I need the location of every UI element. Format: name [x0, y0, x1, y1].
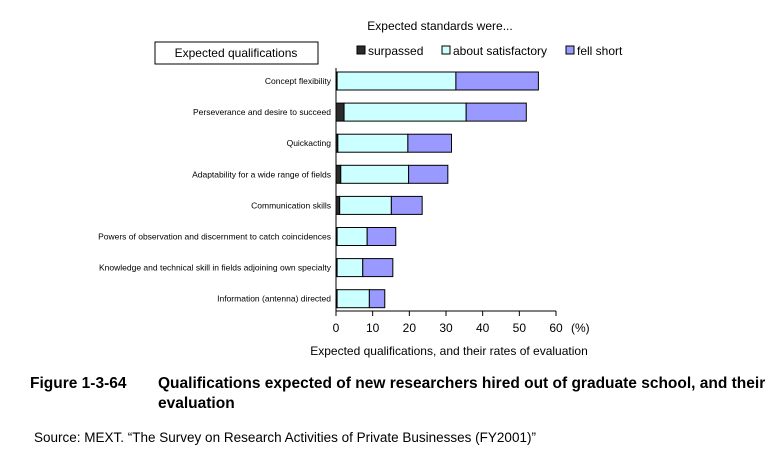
x-tick-label: 20 — [403, 321, 417, 335]
category-label: Communication skills — [251, 200, 331, 210]
legend-label-surpassed: surpassed — [368, 44, 423, 58]
legend-swatch-surpassed — [356, 45, 366, 55]
category-label: Information (antenna) directed — [217, 294, 331, 304]
bar-segment-fell-short — [455, 71, 539, 91]
bar-segment-about-satisfactory — [336, 289, 370, 309]
figure-title: Qualifications expected of new researche… — [158, 375, 766, 412]
qualifications-box — [154, 41, 319, 65]
x-tick-label: 40 — [476, 321, 490, 335]
stacked-bar-chart: Expected standards were... Expected qual… — [98, 19, 623, 358]
bar-segment-about-satisfactory — [336, 71, 457, 91]
bar-segment-fell-short — [362, 258, 394, 278]
category-label: Perseverance and desire to succeed — [193, 107, 331, 117]
bar-segment-fell-short — [407, 133, 453, 153]
category-label: Concept flexibility — [265, 76, 332, 86]
legend-label-fell-short: fell short — [577, 44, 623, 58]
x-tick-label: 10 — [366, 321, 380, 335]
x-axis-title: Expected qualifications, and their rates… — [310, 344, 588, 358]
bar-segment-about-satisfactory — [339, 195, 392, 215]
category-label: Powers of observation and discernment to… — [98, 232, 331, 242]
bar-segment-fell-short — [368, 289, 386, 309]
x-tick-label: 0 — [333, 321, 340, 335]
bar-segment-about-satisfactory — [340, 164, 410, 184]
qualifications-box-label: Expected qualifications — [175, 46, 298, 60]
bar-segment-about-satisfactory — [343, 102, 467, 122]
category-label: Adaptability for a wide range of fields — [192, 169, 331, 179]
x-unit-label: (%) — [571, 321, 590, 335]
figure-number: Figure 1-3-64 — [30, 375, 127, 392]
bar-segment-fell-short — [465, 102, 527, 122]
x-tick-label: 30 — [439, 321, 453, 335]
bar-segment-fell-short — [366, 227, 397, 246]
bar-segment-about-satisfactory — [336, 227, 368, 246]
category-label: Knowledge and technical skill in fields … — [99, 263, 332, 273]
bar-segment-about-satisfactory — [336, 258, 364, 278]
source-note: Source: MEXT. “The Survey on Research Ac… — [34, 430, 536, 445]
bar-segment-fell-short — [408, 164, 449, 184]
legend: surpassed about satisfactory fell short — [356, 44, 623, 58]
legend-title: Expected standards were... — [367, 19, 512, 33]
category-labels: Concept flexibility Perseverance and desi… — [98, 76, 332, 304]
bar-segment-surpassed — [335, 164, 342, 184]
legend-label-about-satisfactory: about satisfactory — [453, 44, 547, 58]
bar-segment-about-satisfactory — [337, 133, 409, 153]
bar-segment-surpassed — [335, 195, 341, 215]
legend-swatch-about-satisfactory — [441, 45, 451, 55]
x-tick-label: 50 — [513, 321, 527, 335]
x-axis-ticks: 0 10 20 30 40 50 60 — [333, 311, 563, 335]
bar-segment-surpassed — [335, 102, 345, 122]
bars — [335, 71, 539, 309]
legend-swatch-fell-short — [565, 45, 575, 55]
bar-segment-fell-short — [390, 195, 423, 215]
x-tick-label: 60 — [549, 321, 563, 335]
category-label: Quickacting — [287, 138, 332, 148]
